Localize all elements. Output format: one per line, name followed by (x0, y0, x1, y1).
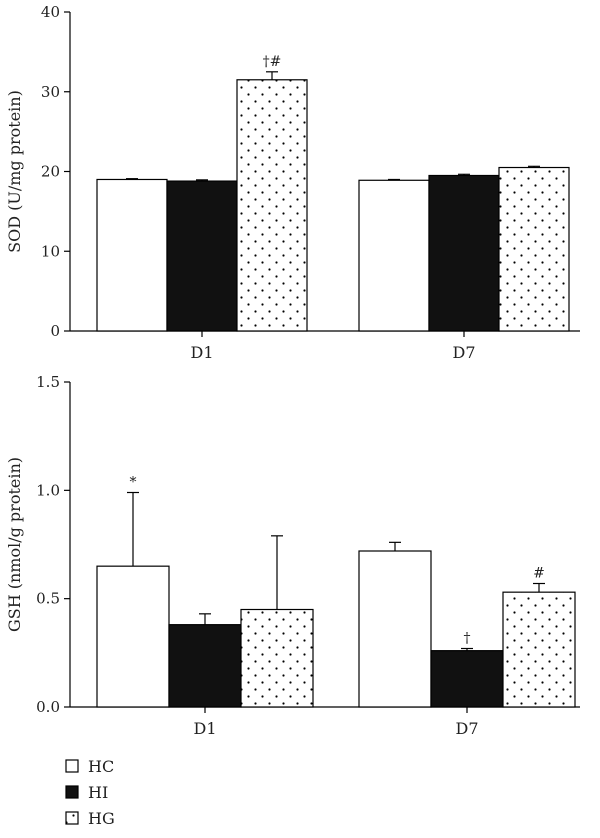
bar-hc-d1 (96, 178, 168, 332)
bar-hi-d7 (428, 174, 500, 332)
x-tick-label: D7 (455, 719, 478, 738)
y-tick-label: 0 (50, 322, 60, 340)
significance-mark: # (533, 566, 545, 582)
legend-swatch-hc (65, 759, 79, 773)
x-tick-label: D7 (452, 343, 475, 362)
bar-hg-d1 (240, 608, 314, 708)
legend-swatch-hi (65, 785, 79, 799)
y-axis-label: SOD (U/mg protein) (5, 90, 24, 253)
bar-hc-d7 (358, 179, 430, 332)
significance-mark: † (464, 631, 471, 647)
bar-hc-d7 (358, 550, 432, 708)
bar-hi-d1 (168, 624, 242, 708)
y-tick-label: 1.5 (36, 373, 60, 391)
y-tick-label: 20 (41, 163, 60, 181)
bar-hg-d7 (498, 166, 570, 332)
significance-mark: †# (263, 54, 282, 70)
bar-hi-d1 (166, 180, 238, 332)
legend-swatch-hg (65, 811, 79, 825)
chart-panel-2: 0.0 0.5 1.0 1.5 GSH (nmol/g protein) D1 * D7 † # (5, 373, 580, 738)
bar-hg-d7 (502, 591, 576, 708)
chart-panel-1: 0 10 20 30 40 SOD (U/mg protein) D1 †# D7 (5, 3, 580, 362)
bar-hg-d1 (236, 79, 308, 332)
legend-label-hg: HG (88, 809, 115, 828)
y-tick-label: 10 (41, 242, 60, 260)
bar-hc-d1 (96, 565, 170, 708)
legend-label-hi: HI (88, 783, 108, 802)
x-tick-label: D1 (193, 719, 216, 738)
legend-label-hc: HC (88, 757, 114, 776)
x-tick-label: D1 (190, 343, 213, 362)
y-axis-label: GSH (nmol/g protein) (5, 457, 24, 632)
significance-mark: * (130, 475, 137, 491)
y-tick-label: 30 (41, 83, 60, 101)
bar-hi-d7 (430, 650, 504, 708)
y-tick-label: 0.0 (36, 698, 60, 716)
y-tick-label: 1.0 (36, 481, 60, 499)
y-tick-label: 0.5 (36, 590, 60, 608)
legend: HC HI HG (65, 757, 115, 828)
y-tick-label: 40 (41, 3, 60, 21)
